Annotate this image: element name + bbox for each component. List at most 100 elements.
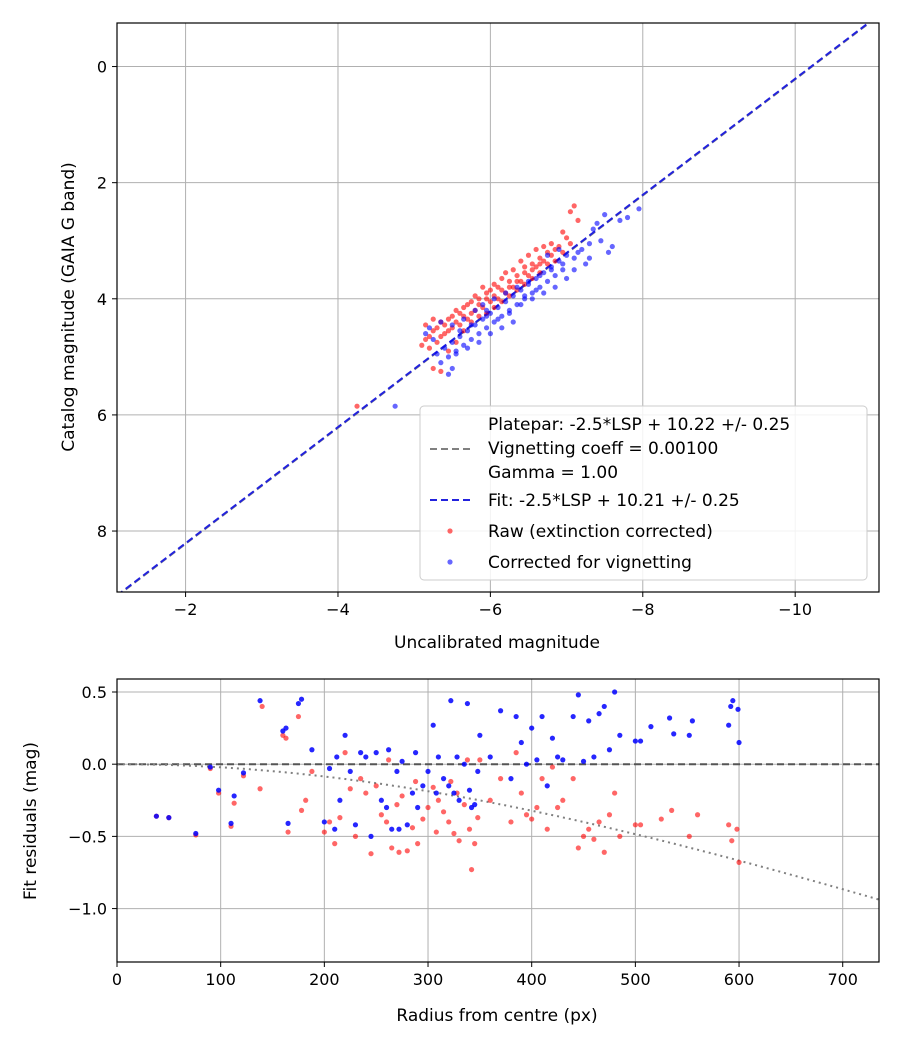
residual-raw-point bbox=[487, 797, 493, 803]
residual-raw-point bbox=[332, 841, 338, 847]
residual-raw-point bbox=[575, 845, 581, 851]
residual-corrected-point bbox=[425, 768, 431, 775]
residual-corrected-point bbox=[612, 689, 618, 695]
residual-raw-point bbox=[464, 757, 471, 763]
residual-corrected-point bbox=[283, 725, 289, 731]
residual-corrected-point bbox=[539, 713, 545, 720]
corrected-point bbox=[514, 284, 520, 290]
corrected-point bbox=[461, 316, 467, 322]
raw-point bbox=[510, 284, 516, 290]
residual-corrected-point bbox=[166, 815, 172, 821]
raw-point bbox=[464, 316, 471, 322]
residual-raw-point bbox=[309, 768, 315, 775]
corrected-point bbox=[453, 351, 459, 357]
raw-point bbox=[548, 252, 554, 258]
raw-point bbox=[423, 322, 429, 328]
residual-corrected-point bbox=[508, 776, 514, 782]
raw-point bbox=[483, 290, 490, 296]
raw-point bbox=[499, 275, 505, 282]
residual-corrected-point bbox=[534, 757, 540, 763]
corrected-point bbox=[472, 322, 478, 328]
corrected-point bbox=[617, 217, 623, 224]
corrected-point bbox=[442, 345, 448, 351]
raw-point bbox=[522, 270, 528, 276]
raw-point bbox=[495, 284, 501, 290]
bottom-plot-frame bbox=[116, 678, 880, 963]
residual-raw-point bbox=[451, 830, 457, 837]
corrected-point bbox=[575, 249, 581, 255]
raw-point bbox=[560, 229, 566, 235]
corrected-point bbox=[514, 301, 520, 308]
top-xlabel: Uncalibrated magnitude bbox=[394, 633, 600, 653]
raw-point bbox=[461, 328, 467, 334]
residual-raw-point bbox=[466, 826, 473, 832]
x-tick-label: 600 bbox=[724, 970, 755, 989]
raw-point bbox=[434, 325, 440, 331]
residual-raw-point bbox=[601, 849, 607, 855]
residual-corrected-point bbox=[671, 731, 677, 737]
raw-point bbox=[506, 278, 513, 284]
y-tick-label: 0 bbox=[97, 58, 107, 77]
legend-marker-corrected bbox=[447, 559, 453, 565]
residual-corrected-point bbox=[448, 698, 454, 704]
residual-corrected-point bbox=[298, 696, 305, 702]
residual-raw-point bbox=[513, 750, 519, 756]
residual-raw-point bbox=[549, 764, 556, 770]
x-tick-label: −2 bbox=[174, 600, 198, 619]
raw-point bbox=[438, 368, 444, 374]
residual-raw-point bbox=[658, 816, 664, 822]
y-tick-label: −0.5 bbox=[68, 827, 107, 846]
residual-corrected-point bbox=[601, 703, 607, 710]
corrected-point bbox=[510, 293, 516, 299]
residual-raw-point bbox=[456, 838, 462, 844]
residual-corrected-point bbox=[378, 797, 384, 803]
y-tick-label: 0.5 bbox=[82, 683, 107, 702]
corrected-point bbox=[594, 220, 600, 226]
top-ticks: −2 −4 −6 −8 −10 0 2 4 6 8 bbox=[97, 58, 812, 619]
x-tick-label: 0 bbox=[112, 970, 122, 989]
raw-point bbox=[426, 333, 433, 340]
raw-point bbox=[468, 299, 474, 305]
raw-point bbox=[476, 313, 482, 319]
corrected-point bbox=[495, 304, 501, 311]
corrected-point bbox=[426, 325, 433, 331]
raw-point bbox=[522, 281, 528, 287]
corrected-point bbox=[586, 241, 593, 247]
raw-point bbox=[567, 209, 573, 215]
residual-corrected-point bbox=[435, 754, 441, 760]
residual-corrected-point bbox=[399, 758, 405, 764]
residual-raw-point bbox=[231, 800, 237, 806]
residual-raw-point bbox=[298, 807, 305, 813]
raw-point bbox=[487, 287, 493, 293]
residual-raw-point bbox=[508, 819, 514, 825]
residual-raw-point bbox=[347, 786, 353, 792]
corrected-point bbox=[464, 328, 471, 334]
residual-raw-point bbox=[669, 807, 675, 813]
residual-raw-point bbox=[368, 851, 374, 857]
residual-corrected-point bbox=[580, 758, 587, 764]
residual-corrected-point bbox=[464, 700, 471, 707]
raw-point bbox=[571, 203, 577, 209]
residual-raw-point bbox=[580, 833, 587, 839]
raw-point bbox=[430, 316, 436, 322]
residual-corrected-point bbox=[358, 750, 364, 756]
raw-point bbox=[453, 307, 459, 314]
raw-point bbox=[442, 331, 448, 337]
residual-raw-point bbox=[373, 783, 379, 789]
corrected-point bbox=[430, 336, 436, 343]
residual-corrected-point bbox=[257, 698, 263, 704]
residual-corrected-point bbox=[228, 820, 234, 826]
raw-point bbox=[560, 249, 566, 255]
raw-point bbox=[438, 333, 444, 340]
x-tick-label: 100 bbox=[205, 970, 236, 989]
residual-raw-point bbox=[591, 836, 597, 842]
residual-corrected-point bbox=[326, 765, 333, 772]
raw-point bbox=[480, 284, 486, 290]
residual-raw-point bbox=[539, 776, 545, 782]
residual-corrected-point bbox=[193, 830, 199, 837]
corrected-point bbox=[518, 301, 524, 308]
corrected-point bbox=[548, 267, 554, 273]
residual-corrected-point bbox=[207, 764, 213, 770]
residual-raw-point bbox=[394, 802, 400, 808]
residual-raw-point bbox=[570, 776, 576, 782]
